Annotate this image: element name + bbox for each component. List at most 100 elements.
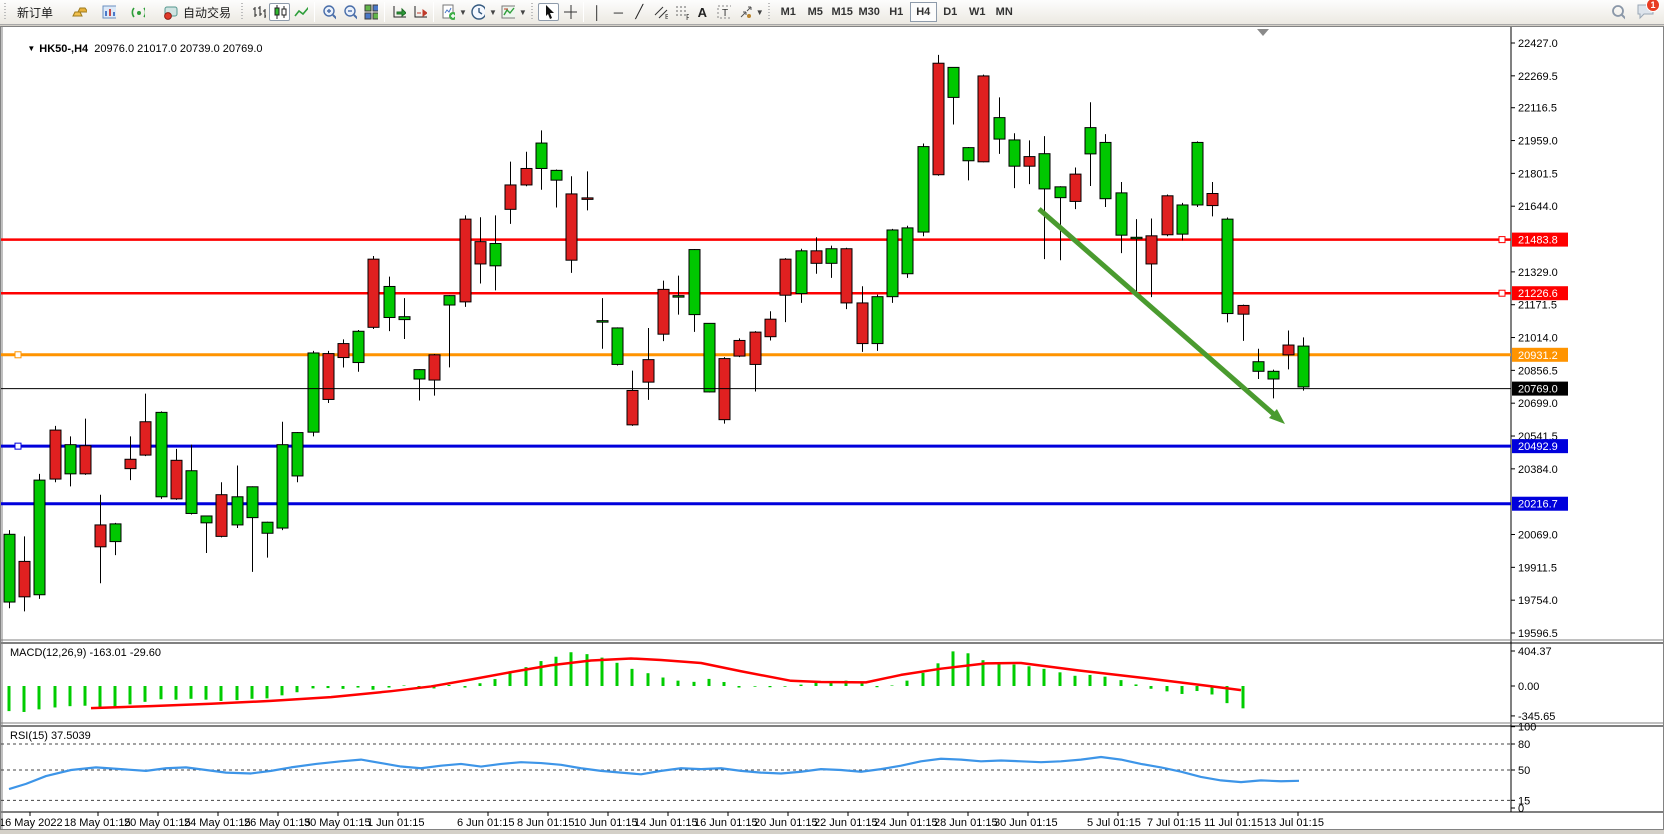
svg-text:24 May 01:15: 24 May 01:15 (184, 817, 251, 829)
svg-text:80: 80 (1518, 739, 1530, 751)
svg-text:16 May 2022: 16 May 2022 (1, 817, 63, 829)
period-dropdown[interactable]: ▼ (488, 7, 497, 17)
timeframe-button-M5[interactable]: M5 (807, 6, 823, 18)
svg-text:20384.0: 20384.0 (1518, 464, 1558, 476)
svg-text:E: E (665, 14, 668, 21)
timeframe-group: M1 M5 M15 M30 H1 H4 D1 W1 MN (775, 2, 1018, 22)
zoom-out-icon[interactable] (339, 3, 360, 21)
trendline-tool-icon[interactable]: ╱ (635, 4, 644, 19)
add-indicator-icon[interactable] (437, 3, 458, 21)
timeframe-button-M15[interactable]: M15 (831, 6, 853, 18)
svg-text:T: T (722, 8, 728, 19)
chat-button[interactable]: 1 (1636, 0, 1660, 23)
autotrading-button[interactable]: 自动交易 (156, 2, 237, 23)
status-strip (0, 830, 1664, 834)
new-order-button[interactable]: 新订单 (11, 2, 59, 23)
svg-text:26 May 01:15: 26 May 01:15 (244, 817, 311, 829)
timeframe-button-D1[interactable]: D1 (943, 6, 958, 18)
fibonacci-tool-icon[interactable]: F (671, 3, 692, 21)
toolbar-grip[interactable] (528, 3, 536, 21)
svg-text:7 Jul 01:15: 7 Jul 01:15 (1147, 817, 1201, 829)
timeframe-button-MN[interactable]: MN (995, 6, 1013, 18)
svg-text:11 Jul 01:15: 11 Jul 01:15 (1204, 817, 1263, 829)
svg-text:19754.0: 19754.0 (1518, 595, 1558, 607)
auto-scroll-icon[interactable] (388, 3, 409, 21)
svg-text:100: 100 (1518, 722, 1536, 734)
svg-text:14 Jun 01:15: 14 Jun 01:15 (634, 817, 698, 829)
toolbar-grip[interactable] (2, 3, 9, 21)
svg-text:18 May 01:15: 18 May 01:15 (64, 817, 131, 829)
timeframe-button-M1[interactable]: M1 (780, 6, 796, 18)
price-chart-canvas[interactable]: 22427.0 22269.5 22116.5 21959.0 21801.5 21644… (1, 27, 1663, 829)
svg-text:8 Jun 01:15: 8 Jun 01:15 (517, 817, 575, 829)
ohlc-bars-icon[interactable] (248, 3, 269, 21)
toolbar-grip[interactable] (239, 3, 247, 21)
tile-windows-icon[interactable] (360, 3, 381, 21)
svg-text:20856.5: 20856.5 (1518, 365, 1558, 377)
candlestick-chart-icon[interactable] (269, 3, 291, 21)
text-label-tool-icon[interactable]: T (713, 3, 734, 21)
svg-text:28 Jun 01:15: 28 Jun 01:15 (934, 817, 998, 829)
cursor-icon[interactable] (537, 3, 559, 21)
symbol-period: HK50-,H4 (39, 43, 89, 55)
notification-badge: 1 (1646, 0, 1660, 12)
svg-text:16 Jun 01:15: 16 Jun 01:15 (694, 817, 758, 829)
chart-shift-icon[interactable] (409, 3, 430, 21)
new-order-label: 新订单 (17, 5, 54, 20)
search-icon[interactable] (1607, 3, 1628, 21)
text-tool-icon[interactable]: A (697, 4, 707, 20)
svg-text:22427.0: 22427.0 (1518, 38, 1558, 50)
svg-text:13 Jul 01:15: 13 Jul 01:15 (1264, 817, 1324, 829)
template-dropdown[interactable]: ▼ (518, 7, 527, 17)
arrows-dropdown[interactable]: ▼ (755, 7, 764, 17)
line-chart-icon[interactable] (290, 3, 311, 21)
svg-text:22 Jun 01:15: 22 Jun 01:15 (814, 817, 878, 829)
signals-icon[interactable] (127, 3, 148, 21)
chart-area[interactable]: ▼ HK50-,H4 20976.0 21017.0 20739.0 20769.… (0, 26, 1664, 830)
svg-text:21801.5: 21801.5 (1518, 168, 1558, 180)
svg-text:20216.7: 20216.7 (1518, 499, 1558, 511)
macd-indicator-label: MACD(12,26,9) -163.01 -29.60 (10, 647, 162, 659)
autotrading-label: 自动交易 (183, 5, 232, 20)
svg-text:21171.5: 21171.5 (1518, 300, 1557, 312)
zoom-in-icon[interactable] (318, 3, 339, 21)
svg-text:6 Jun 01:15: 6 Jun 01:15 (457, 817, 515, 829)
period-clock-icon[interactable] (467, 3, 488, 21)
crosshair-icon[interactable] (559, 3, 580, 21)
svg-text:24 Jun 01:15: 24 Jun 01:15 (874, 817, 938, 829)
svg-text:10 Jun 01:15: 10 Jun 01:15 (574, 817, 638, 829)
autotrading-icon (162, 3, 180, 21)
rsi-indicator-label: RSI(15) 37.5039 (10, 730, 91, 742)
svg-text:21014.0: 21014.0 (1518, 333, 1558, 345)
horizontal-line-tool-icon[interactable]: ─ (613, 4, 623, 20)
svg-text:19596.5: 19596.5 (1518, 628, 1558, 640)
svg-text:21959.0: 21959.0 (1518, 136, 1558, 148)
svg-text:-345.65: -345.65 (1518, 711, 1555, 723)
symbol-dropdown-icon[interactable]: ▼ (27, 44, 36, 53)
svg-text:21483.8: 21483.8 (1518, 235, 1558, 247)
svg-text:15: 15 (1518, 795, 1530, 807)
svg-text:50: 50 (1518, 765, 1530, 777)
template-icon[interactable] (497, 3, 518, 21)
equidistant-channel-tool-icon[interactable]: E (650, 3, 671, 21)
svg-text:20 Jun 01:15: 20 Jun 01:15 (754, 817, 818, 829)
svg-text:21226.6: 21226.6 (1518, 288, 1558, 300)
svg-text:30 Jun 01:15: 30 Jun 01:15 (994, 817, 1058, 829)
gold-ingot-icon[interactable] (69, 3, 90, 21)
toolbar-grip[interactable] (765, 3, 773, 21)
svg-text:20069.0: 20069.0 (1518, 530, 1558, 542)
main-toolbar: 新订单 自动交易 (0, 0, 1664, 25)
ohlc-readout: 20976.0 21017.0 20739.0 20769.0 (94, 43, 263, 55)
market-watch-icon[interactable] (98, 3, 119, 21)
svg-text:F: F (686, 13, 689, 21)
svg-text:20492.9: 20492.9 (1518, 441, 1558, 453)
add-indicator-dropdown[interactable]: ▼ (459, 7, 467, 17)
timeframe-button-H4[interactable]: H4 (909, 2, 937, 22)
timeframe-button-M30[interactable]: M30 (858, 6, 880, 18)
timeframe-button-H1[interactable]: H1 (889, 6, 904, 18)
chart-symbol-title: ▼ HK50-,H4 20976.0 21017.0 20739.0 20769.… (9, 31, 263, 67)
vertical-line-tool-icon[interactable]: │ (593, 4, 602, 20)
arrows-tool-icon[interactable] (734, 3, 755, 21)
timeframe-button-W1[interactable]: W1 (968, 6, 986, 18)
